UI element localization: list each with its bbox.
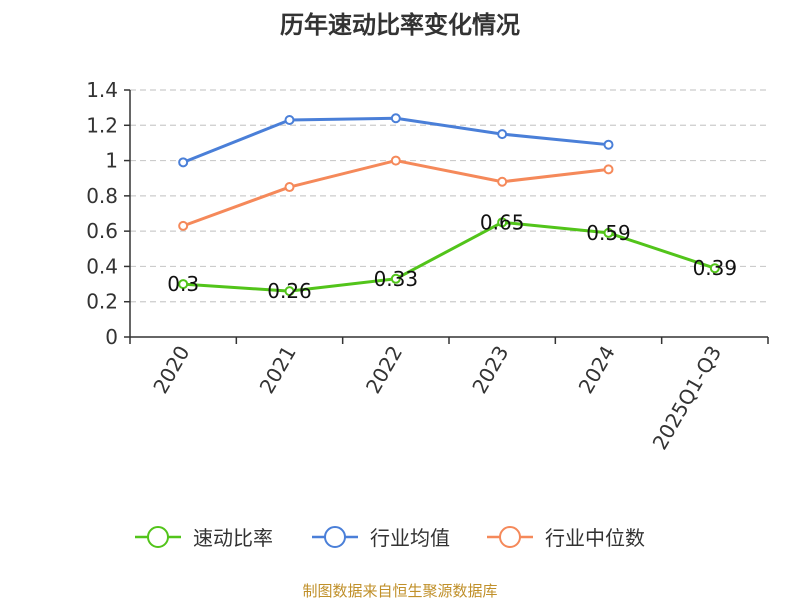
data-point[interactable] [603, 164, 614, 175]
data-label: 0.39 [693, 256, 738, 280]
data-point[interactable] [284, 114, 295, 125]
x-tick-label: 2023 [467, 341, 513, 397]
legend-label: 速动比率 [193, 526, 273, 550]
grid-lines [130, 89, 768, 303]
data-label: 0.33 [374, 267, 419, 291]
y-tick-label: 0.2 [86, 290, 118, 314]
legend-label: 行业中位数 [545, 526, 645, 550]
y-tick-label: 0.4 [86, 254, 118, 278]
data-point[interactable] [284, 182, 295, 193]
x-tick-label: 2025Q1-Q3 [647, 342, 726, 454]
legend-item[interactable]: 速动比率 [135, 526, 273, 550]
y-tick-label: 1 [105, 149, 118, 173]
y-tick-label: 0.6 [86, 219, 118, 243]
legend[interactable]: 速动比率 行业均值 行业中位数 [135, 526, 645, 550]
data-point[interactable] [497, 176, 508, 187]
data-label: 0.26 [267, 279, 312, 303]
data-point[interactable] [390, 113, 401, 124]
data-source-note: 制图数据来自恒生聚源数据库 [302, 582, 497, 600]
data-point[interactable] [603, 139, 614, 150]
data-point[interactable] [178, 220, 189, 231]
data-point[interactable] [603, 227, 614, 238]
y-tick-label: 1.4 [86, 78, 118, 102]
legend-marker [147, 526, 169, 548]
data-label: 0.59 [586, 221, 631, 245]
x-tick-label: 2020 [148, 342, 194, 398]
legend-label: 行业均值 [370, 526, 450, 550]
legend-item[interactable]: 行业中位数 [487, 526, 645, 550]
series-line [182, 159, 609, 228]
legend-marker [499, 526, 521, 548]
data-label: 0.65 [480, 210, 525, 234]
y-tick-label: 0.8 [86, 184, 118, 208]
data-label: 0.3 [167, 272, 199, 296]
data-point[interactable] [497, 217, 508, 228]
chart-title: 历年速动比率变化情况 [280, 11, 520, 39]
data-point[interactable] [709, 263, 720, 274]
data-point[interactable] [284, 286, 295, 297]
legend-item[interactable]: 行业均值 [312, 526, 450, 550]
series-line [183, 220, 716, 293]
legend-marker [324, 526, 346, 548]
series-lines [178, 113, 720, 297]
data-labels: 0.3 0.26 0.33 0.65 0.59 0.39 [167, 210, 737, 303]
data-point[interactable] [390, 273, 401, 284]
data-point[interactable] [178, 279, 189, 290]
data-point[interactable] [497, 129, 508, 140]
y-tick-label: 1.2 [86, 113, 118, 137]
data-point[interactable] [178, 157, 189, 168]
x-tick-label: 2024 [574, 342, 620, 398]
x-tick-label: 2021 [255, 342, 301, 398]
data-point[interactable] [390, 155, 401, 166]
x-tick-label: 2022 [361, 342, 407, 398]
y-tick-label: 0 [105, 325, 118, 349]
